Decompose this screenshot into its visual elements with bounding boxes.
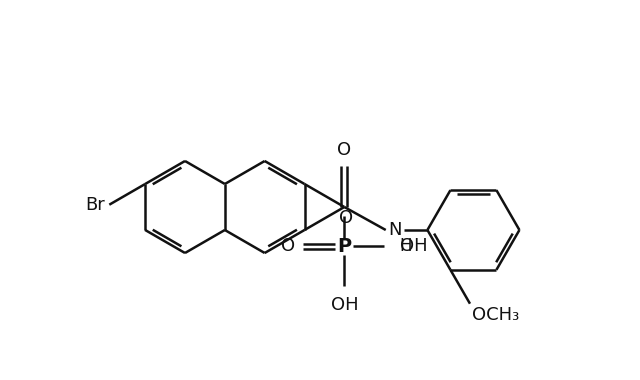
Text: O: O [339, 209, 353, 227]
Text: O: O [337, 141, 351, 158]
Text: P: P [337, 237, 351, 256]
Text: OH: OH [330, 296, 358, 313]
Text: OH: OH [400, 237, 428, 255]
Text: H: H [400, 237, 412, 255]
Text: Br: Br [86, 196, 106, 214]
Text: OCH₃: OCH₃ [472, 306, 519, 324]
Text: N: N [388, 221, 403, 239]
Text: O: O [281, 237, 295, 255]
